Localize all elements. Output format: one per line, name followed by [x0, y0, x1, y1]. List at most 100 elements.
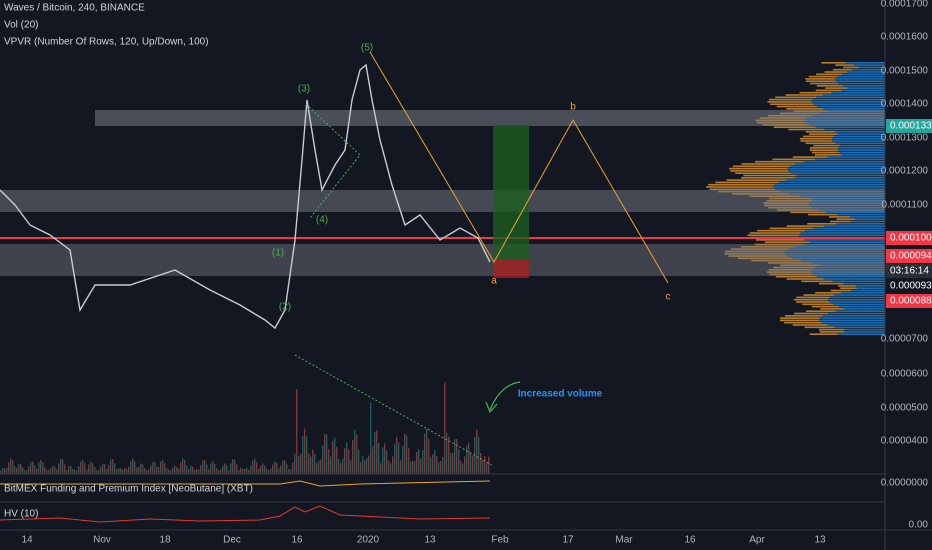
profile-bar: [852, 68, 885, 71]
price-tag-label: 0.0000885: [890, 296, 932, 307]
profile-bar: [809, 241, 885, 243]
profile-bar: [839, 151, 885, 154]
volume-bar: [398, 442, 400, 474]
volume-bar: [88, 464, 90, 474]
volume-bar: [312, 449, 314, 474]
note: Increased volume: [518, 389, 603, 400]
volume-bar: [314, 454, 316, 474]
volume-bar: [80, 461, 82, 474]
volume-bar: [416, 451, 418, 474]
profile-bar: [784, 252, 885, 255]
profile-bar: [730, 170, 789, 172]
profile-bar: [827, 156, 885, 158]
volume-bar: [168, 469, 170, 474]
volume-bar: [296, 389, 298, 474]
profile-bar: [823, 225, 885, 227]
volume-bar: [396, 436, 398, 474]
volume-bar: [42, 462, 44, 474]
price-tag: [886, 264, 932, 278]
price-tag-label: 0.0000939: [890, 281, 932, 292]
profile-bar: [819, 317, 885, 319]
volume-bar: [182, 458, 184, 474]
profile-bar: [843, 328, 885, 331]
profile-bar: [775, 96, 817, 99]
volume-bar: [234, 459, 236, 474]
profile-bar: [850, 289, 885, 292]
profile-bar: [819, 319, 885, 322]
volume-bar: [120, 468, 122, 474]
profile-bar: [790, 211, 826, 214]
profile-bar: [825, 87, 848, 89]
volume-bar: [358, 449, 360, 474]
profile-bar: [764, 241, 810, 243]
profile-bar: [785, 179, 885, 181]
volume-bar: [380, 463, 382, 474]
volume-bar: [194, 469, 196, 474]
volume-bar: [142, 464, 144, 474]
volume-bar: [92, 463, 94, 474]
profile-bar: [805, 80, 836, 82]
volume-bar: [414, 460, 416, 474]
volume-bar: [198, 469, 200, 474]
volume-bar: [160, 461, 162, 474]
volume-bar: [440, 460, 442, 474]
profile-bar: [835, 78, 885, 80]
volume-bar: [226, 464, 228, 474]
profile-bar: [843, 282, 885, 285]
volume-bar: [210, 463, 212, 474]
profile-bar: [819, 264, 885, 266]
date-label: 2020: [357, 535, 380, 546]
volume-bar: [0, 470, 2, 474]
volume-bar: [420, 458, 422, 474]
profile-bar: [774, 183, 885, 186]
zone: [0, 244, 885, 276]
profile-bar: [839, 305, 885, 308]
volume-bar: [480, 452, 482, 474]
volume-bar: [180, 462, 182, 474]
volume-bar: [152, 461, 154, 474]
volume-bar: [466, 446, 468, 474]
volume-bar: [468, 442, 470, 474]
price-tag-label: 0.0001004: [890, 233, 932, 244]
volume-bar: [454, 439, 456, 474]
profile-bar: [767, 101, 812, 103]
profile-bar: [841, 154, 885, 156]
price-tag: [886, 294, 932, 308]
profile-bar: [837, 333, 885, 335]
profile-bar: [786, 108, 824, 110]
profile-bar: [769, 273, 813, 276]
zone: [0, 190, 885, 212]
volume-bar: [144, 468, 146, 474]
volume-bar: [350, 459, 352, 474]
profile-bar: [780, 264, 820, 266]
volume-bar: [248, 469, 250, 474]
volume-bar: [390, 463, 392, 474]
volume-bar: [486, 462, 488, 474]
profile-bar: [844, 308, 885, 310]
volume-bar: [406, 435, 408, 474]
volume-bar: [212, 461, 214, 474]
volume-bar: [436, 456, 438, 474]
profile-bar: [801, 280, 833, 283]
volume-bar: [172, 467, 174, 474]
volume-bar: [400, 460, 402, 474]
profile-bar: [811, 305, 840, 308]
volume-bar: [72, 469, 74, 474]
volume-bar: [352, 440, 354, 474]
volume-bar: [340, 463, 342, 474]
price-line: [0, 63, 491, 330]
volume-bar: [404, 433, 406, 474]
volume-bar: [264, 465, 266, 474]
volume-bar: [402, 445, 404, 474]
volume-bar: [452, 452, 454, 474]
volume-bar: [40, 459, 42, 474]
volume-bar: [324, 433, 326, 474]
volume-bar: [470, 452, 472, 474]
volume-bar: [68, 466, 70, 474]
volume-bar: [156, 466, 158, 474]
profile-bar: [796, 174, 885, 177]
profile-bar: [741, 163, 796, 165]
profile-bar: [809, 333, 838, 335]
profile-bar: [805, 78, 836, 80]
price-label: 0.0001100: [881, 200, 928, 211]
